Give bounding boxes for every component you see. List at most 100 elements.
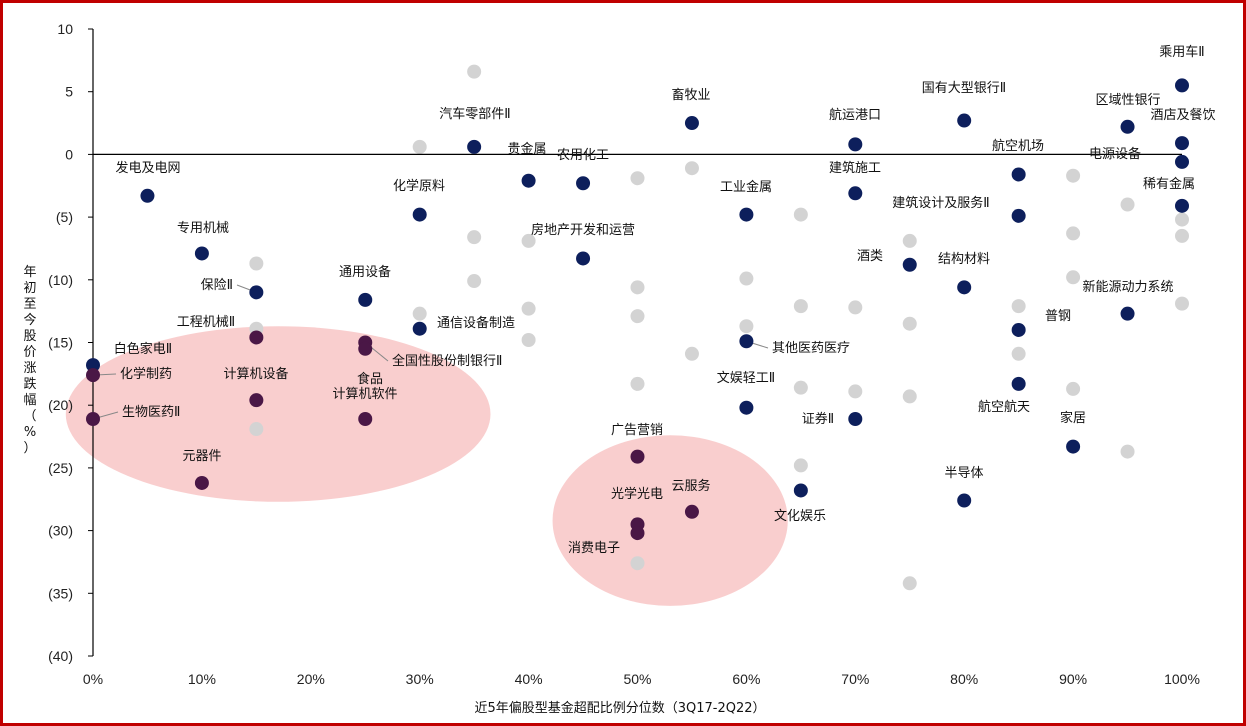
point-label: 半导体 bbox=[944, 466, 983, 481]
point-label: 电源设备 bbox=[1089, 146, 1141, 162]
y-axis-label-char: （ bbox=[23, 409, 36, 424]
point-label: 航空航天 bbox=[978, 399, 1030, 415]
point-label: 国有大型银行Ⅱ bbox=[922, 81, 1006, 96]
data-point bbox=[1175, 154, 1189, 169]
point-label: 房地产开发和运营 bbox=[531, 222, 635, 238]
x-tick-label: 60% bbox=[732, 671, 760, 687]
data-point bbox=[1011, 167, 1026, 182]
axes: 10 5 0 (5) (10) (15) (20) (25) (30) (35) (40) 0% 10%… bbox=[48, 21, 1200, 687]
data-point bbox=[684, 116, 699, 131]
point-label: 文娱轻工Ⅱ bbox=[717, 371, 775, 386]
highlight-ellipse-2 bbox=[552, 435, 788, 606]
background-point bbox=[249, 256, 264, 271]
x-tick-label: 90% bbox=[1059, 671, 1087, 687]
data-point bbox=[467, 139, 482, 154]
background-point bbox=[1175, 228, 1189, 243]
data-point bbox=[249, 285, 264, 300]
data-point bbox=[576, 251, 591, 266]
background-point bbox=[412, 139, 427, 154]
point-label: 计算机设备 bbox=[223, 366, 288, 382]
y-tick-label: 0 bbox=[65, 146, 73, 162]
background-point bbox=[848, 384, 863, 399]
data-point bbox=[194, 246, 209, 261]
point-label: 计算机软件 bbox=[332, 387, 397, 402]
point-label: 普钢 bbox=[1045, 309, 1071, 324]
point-label: 消费电子 bbox=[568, 541, 620, 556]
highlight-ellipse-1 bbox=[65, 326, 491, 502]
data-point bbox=[86, 368, 100, 383]
point-label: 航运港口 bbox=[829, 107, 881, 123]
y-tick-label: (15) bbox=[48, 335, 73, 351]
point-label: 云服务 bbox=[671, 478, 710, 494]
data-point bbox=[1175, 198, 1189, 213]
point-label: 酒店及餐饮 bbox=[1150, 107, 1215, 123]
point-label: 家居 bbox=[1060, 410, 1086, 426]
data-point bbox=[412, 207, 427, 222]
point-label: 工业金属 bbox=[720, 179, 772, 195]
point-label: 生物医药Ⅱ bbox=[122, 405, 180, 420]
y-axis-label-char: 股 bbox=[23, 329, 36, 344]
background-point bbox=[793, 380, 808, 395]
point-label: 发电及电网 bbox=[115, 160, 180, 176]
background-point bbox=[467, 230, 482, 245]
data-point bbox=[1175, 78, 1189, 93]
data-point bbox=[1011, 376, 1026, 391]
data-point bbox=[957, 493, 972, 508]
data-point bbox=[902, 257, 917, 272]
data-point bbox=[1011, 208, 1026, 223]
background-point bbox=[684, 161, 699, 176]
point-label: 结构材料 bbox=[938, 252, 990, 267]
background-point bbox=[1066, 226, 1081, 241]
y-tick-label: (40) bbox=[48, 648, 73, 664]
x-tick-label: 40% bbox=[515, 671, 543, 687]
point-label: 其他医药医疗 bbox=[772, 341, 850, 356]
y-axis-label-char: 跌 bbox=[23, 376, 36, 392]
data-point bbox=[957, 280, 972, 295]
data-point bbox=[412, 321, 427, 336]
point-label: 工程机械Ⅱ bbox=[177, 315, 235, 330]
data-point bbox=[848, 137, 863, 152]
background-point bbox=[630, 556, 645, 571]
y-axis-label-char: 初 bbox=[23, 281, 36, 296]
data-point bbox=[630, 449, 645, 464]
background-point bbox=[1066, 381, 1081, 396]
data-point bbox=[1120, 306, 1135, 321]
y-tick-label: 5 bbox=[65, 84, 73, 100]
background-point bbox=[1011, 346, 1026, 361]
data-point bbox=[957, 113, 972, 128]
background-point bbox=[793, 207, 808, 222]
point-label: 建筑施工 bbox=[829, 160, 881, 176]
background-point bbox=[467, 64, 482, 79]
y-axis-label-char: ） bbox=[23, 441, 36, 456]
y-axis-label-char: 价 bbox=[23, 345, 36, 360]
point-label: 建筑设计及服务Ⅱ bbox=[892, 195, 989, 211]
data-point bbox=[684, 504, 699, 519]
data-point bbox=[86, 411, 100, 426]
x-tick-label: 30% bbox=[406, 671, 434, 687]
highlight-ellipses bbox=[65, 326, 788, 606]
data-point bbox=[576, 176, 591, 191]
background-point bbox=[739, 319, 754, 334]
point-label: 专用机械 bbox=[177, 221, 229, 236]
point-label: 化学制药 bbox=[120, 366, 172, 382]
y-axis-label-char: % bbox=[24, 425, 36, 440]
data-point bbox=[848, 411, 863, 426]
x-tick-label: 100% bbox=[1164, 671, 1200, 687]
point-label: 贵金属 bbox=[507, 141, 546, 157]
background-point bbox=[249, 422, 264, 437]
data-point bbox=[739, 400, 754, 415]
background-point bbox=[902, 389, 917, 404]
point-label: 酒类 bbox=[857, 249, 883, 264]
background-points bbox=[249, 64, 1189, 591]
background-point bbox=[1011, 299, 1026, 314]
point-label: 新能源动力系统 bbox=[1082, 279, 1173, 295]
point-label: 白色家电Ⅱ bbox=[114, 341, 172, 357]
point-label: 农用化工 bbox=[557, 148, 609, 163]
background-point bbox=[902, 233, 917, 248]
background-point bbox=[467, 274, 482, 289]
point-label: 化学原料 bbox=[393, 178, 445, 194]
data-point bbox=[739, 334, 754, 349]
point-label: 全国性股份制银行Ⅱ bbox=[392, 353, 502, 369]
